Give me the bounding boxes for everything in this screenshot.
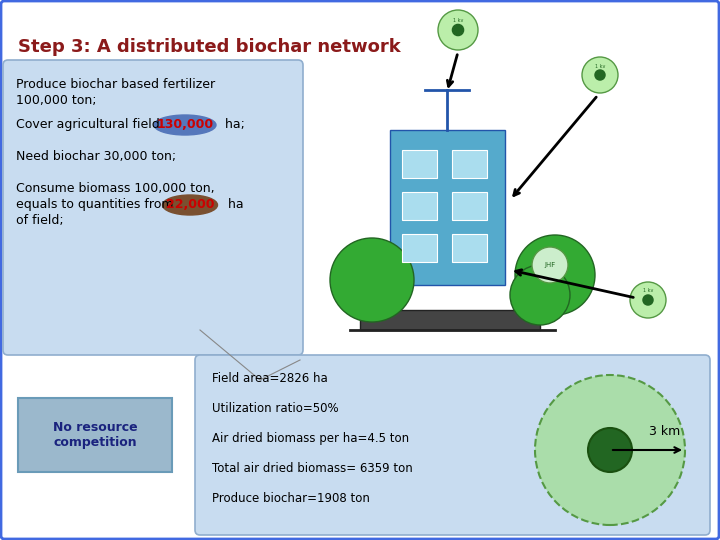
FancyBboxPatch shape — [452, 150, 487, 178]
Circle shape — [438, 10, 478, 50]
Text: equals to quantities from: equals to quantities from — [16, 198, 174, 211]
Ellipse shape — [154, 115, 216, 135]
Text: No resource
competition: No resource competition — [53, 421, 138, 449]
Text: Air dried biomass per ha=4.5 ton: Air dried biomass per ha=4.5 ton — [212, 432, 409, 445]
Circle shape — [588, 428, 632, 472]
Text: 3 km: 3 km — [649, 425, 680, 438]
Text: Utilization ratio=50%: Utilization ratio=50% — [212, 402, 338, 415]
FancyBboxPatch shape — [360, 310, 540, 330]
Text: Need biochar 30,000 ton;: Need biochar 30,000 ton; — [16, 150, 176, 163]
FancyBboxPatch shape — [3, 60, 303, 355]
Text: Step 3: A distributed biochar network: Step 3: A distributed biochar network — [18, 38, 401, 56]
Text: 130,000: 130,000 — [156, 118, 214, 131]
Text: ha: ha — [224, 198, 243, 211]
Text: Produce biochar based fertilizer: Produce biochar based fertilizer — [16, 78, 215, 91]
Text: 1 kv: 1 kv — [595, 64, 606, 69]
Circle shape — [330, 238, 414, 322]
FancyBboxPatch shape — [402, 234, 437, 262]
Text: ha;: ha; — [221, 118, 245, 131]
Circle shape — [515, 235, 595, 315]
Text: Field area=2826 ha: Field area=2826 ha — [212, 372, 328, 385]
Text: 1 kv: 1 kv — [453, 17, 463, 23]
Circle shape — [532, 247, 568, 283]
Ellipse shape — [163, 195, 217, 215]
Text: Consume biomass 100,000 ton,: Consume biomass 100,000 ton, — [16, 182, 215, 195]
Circle shape — [582, 57, 618, 93]
Circle shape — [535, 375, 685, 525]
Text: Cover agricultural field: Cover agricultural field — [16, 118, 160, 131]
FancyBboxPatch shape — [402, 150, 437, 178]
FancyBboxPatch shape — [452, 192, 487, 220]
FancyBboxPatch shape — [18, 398, 172, 472]
Text: 100,000 ton;: 100,000 ton; — [16, 94, 96, 107]
Text: of field;: of field; — [16, 214, 63, 227]
Text: 22,000: 22,000 — [166, 198, 215, 211]
Circle shape — [643, 295, 653, 305]
Text: Produce biochar=1908 ton: Produce biochar=1908 ton — [212, 492, 370, 505]
Text: 1 kv: 1 kv — [643, 288, 653, 294]
FancyBboxPatch shape — [402, 192, 437, 220]
FancyBboxPatch shape — [195, 355, 710, 535]
Circle shape — [630, 282, 666, 318]
FancyBboxPatch shape — [390, 130, 505, 285]
Text: JHF: JHF — [544, 262, 556, 268]
Circle shape — [595, 70, 605, 80]
FancyBboxPatch shape — [452, 234, 487, 262]
Circle shape — [510, 265, 570, 325]
Circle shape — [452, 24, 464, 36]
Text: Total air dried biomass= 6359 ton: Total air dried biomass= 6359 ton — [212, 462, 413, 475]
